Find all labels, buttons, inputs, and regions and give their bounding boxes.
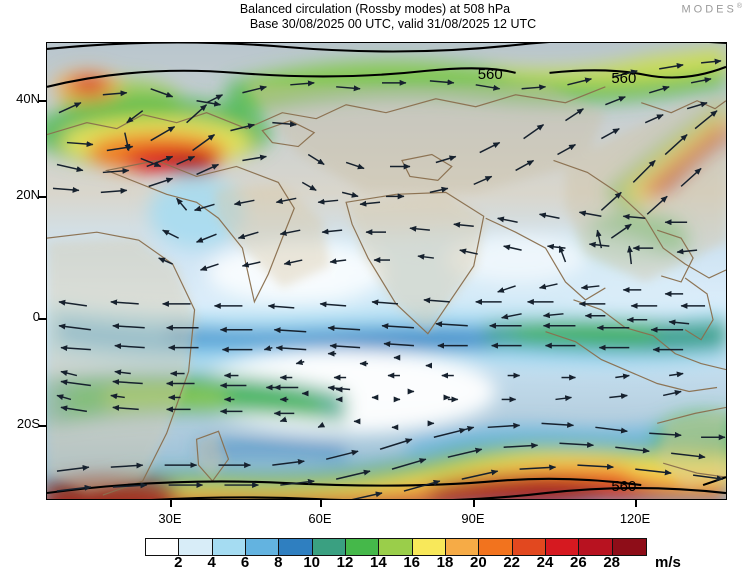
page-title: Balanced circulation (Rossby modes) at 5…: [0, 2, 750, 32]
title-line-1: Balanced circulation (Rossby modes) at 5…: [239, 2, 511, 16]
contour-labels: 560 560 560: [478, 66, 637, 495]
colorbar-swatch: [279, 539, 313, 555]
colorbar-swatch: [212, 539, 246, 555]
colorbar-swatch: [379, 539, 413, 555]
colorbar-swatch: [412, 539, 446, 555]
colorbar-swatch: [512, 539, 546, 555]
y-axis-tick: [39, 196, 46, 198]
y-axis-label: 20S: [16, 416, 40, 431]
y-axis-tick: [39, 318, 46, 320]
x-axis-label: 30E: [158, 511, 182, 526]
colorbar-swatch: [545, 539, 580, 555]
wind-vectors: [52, 58, 726, 499]
colorbar: [145, 538, 647, 556]
y-axis-label: 40N: [16, 91, 40, 106]
y-axis-tick: [39, 425, 46, 427]
colorbar-swatch: [445, 539, 480, 555]
colorbar-tick: 24: [536, 554, 554, 571]
x-axis-tick: [635, 500, 637, 507]
contour-label-560-b: 560: [611, 70, 636, 87]
title-line-2: Base 30/08/2025 00 UTC, valid 31/08/2025…: [249, 17, 537, 31]
colorbar-tick: 12: [336, 554, 354, 571]
x-axis-label: 120E: [619, 511, 651, 526]
colorbar-swatch: [312, 539, 346, 555]
contour-label-560-a: 560: [478, 66, 503, 83]
geopotential-contours: [47, 43, 726, 499]
modes-logo: MODES®: [681, 3, 742, 16]
colorbar-tick: 26: [569, 554, 587, 571]
colorbar-tick: 16: [403, 554, 420, 571]
colorbar-tick: 4: [207, 554, 216, 571]
colorbar-swatch: [579, 539, 613, 555]
colorbar-tick: 2: [174, 554, 183, 571]
colorbar-tick: 10: [303, 554, 320, 571]
colorbar-tick: 20: [469, 554, 487, 571]
x-axis-tick: [170, 500, 172, 507]
colorbar-tick: 18: [436, 554, 454, 571]
x-axis-tick: [320, 500, 322, 507]
colorbar-tick: 22: [503, 554, 520, 571]
colorbar-swatch: [245, 539, 280, 555]
colorbar-tick: 6: [240, 554, 250, 571]
colorbar-units-label: m/s: [655, 554, 681, 571]
colorbar-swatch: [179, 539, 213, 555]
x-axis-label: 90E: [461, 511, 485, 526]
land-mask: [47, 84, 726, 494]
contour-label-560-c: 560: [611, 478, 636, 495]
colorbar-swatches: [145, 538, 647, 556]
registered-mark-icon: ®: [736, 3, 742, 10]
modes-logo-text: MODES: [681, 3, 737, 16]
coastlines: [47, 86, 726, 496]
y-axis-label: 20N: [16, 187, 40, 202]
colorbar-tick-labels: 2 4 6 8 10 12 14 16 18 20 22 24 26 28: [145, 554, 647, 574]
map-canvas: 560 560 560: [47, 43, 726, 499]
y-axis-label: 0: [32, 309, 40, 324]
colorbar-tick: 8: [274, 554, 283, 571]
colorbar-swatch: [612, 539, 646, 555]
colorbar-swatch: [479, 539, 513, 555]
map-plot-area: 560 560 560: [46, 42, 727, 500]
colorbar-tick: 14: [369, 554, 387, 571]
colorbar-swatch: [345, 539, 380, 555]
colorbar-swatch: [146, 539, 180, 555]
colorbar-tick: 28: [603, 554, 620, 571]
x-axis-tick: [473, 500, 475, 507]
y-axis-tick: [39, 100, 46, 102]
x-axis-label: 60E: [308, 511, 332, 526]
